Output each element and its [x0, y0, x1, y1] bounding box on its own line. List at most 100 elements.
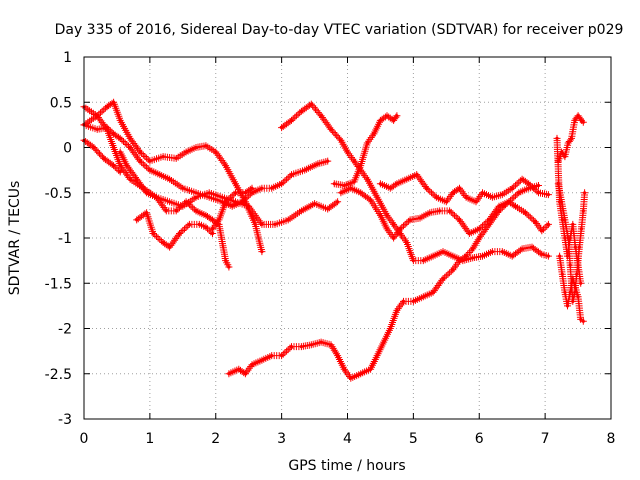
data-point [507, 200, 511, 204]
x-tick-label: 4 [343, 431, 352, 447]
data-point [451, 268, 455, 272]
data-point [365, 177, 369, 181]
data-points [80, 98, 589, 382]
data-point [217, 218, 221, 222]
data-point [280, 354, 284, 358]
data-point [339, 138, 343, 142]
y-tick-label: -1.5 [45, 276, 72, 292]
data-point [392, 236, 396, 240]
chart-title: Day 335 of 2016, Sidereal Day-to-day VTE… [55, 22, 624, 38]
y-tick-label: -2 [58, 322, 72, 338]
data-point [546, 254, 551, 258]
data-point [451, 191, 455, 195]
data-point [497, 209, 501, 213]
data-point [313, 202, 317, 206]
data-point [398, 227, 402, 231]
data-point [154, 195, 159, 199]
data-point [336, 354, 340, 358]
series-track-9 [330, 112, 401, 189]
data-point [565, 304, 570, 308]
data-point [349, 376, 353, 380]
y-tick-label: 0 [63, 141, 72, 157]
data-point [382, 340, 386, 344]
data-point [118, 150, 122, 154]
data-point [184, 200, 188, 204]
data-point [151, 231, 155, 236]
data-point [92, 145, 96, 150]
data-point [194, 145, 198, 150]
data-point [299, 345, 303, 349]
data-point [309, 102, 313, 106]
data-point [558, 254, 562, 258]
data-point [214, 150, 218, 154]
data-point [372, 132, 376, 136]
data-point [240, 200, 244, 204]
data-point [375, 195, 379, 199]
data-point [270, 186, 274, 190]
series-track-3 [80, 98, 266, 256]
data-point [349, 186, 353, 190]
data-point [174, 156, 178, 160]
data-point [352, 180, 356, 184]
data-point [571, 277, 575, 281]
data-point [230, 204, 234, 208]
data-point [233, 182, 238, 186]
data-point [568, 263, 572, 267]
data-point [289, 173, 294, 177]
data-point [577, 245, 582, 249]
data-point [546, 193, 551, 197]
data-point [395, 308, 399, 312]
data-point [336, 200, 340, 204]
data-point [500, 250, 504, 254]
x-tick-label: 6 [475, 431, 484, 447]
data-point [395, 114, 399, 118]
data-point [566, 141, 570, 145]
data-point [273, 222, 277, 226]
data-point [457, 259, 462, 263]
data-point [581, 319, 585, 323]
data-point [243, 191, 247, 195]
data-point [148, 168, 152, 172]
data-point [95, 127, 99, 131]
data-point [105, 105, 109, 109]
data-point [431, 290, 435, 294]
data-point [438, 209, 442, 213]
data-point [411, 299, 415, 303]
data-point [280, 126, 284, 130]
data-point [579, 227, 584, 231]
data-point [568, 290, 572, 294]
data-point [365, 141, 369, 145]
data-point [168, 245, 172, 249]
data-point [563, 236, 567, 240]
data-point [207, 191, 211, 195]
data-point [339, 191, 343, 195]
data-point [568, 236, 572, 240]
data-point [490, 195, 494, 199]
data-point [576, 114, 580, 118]
data-point [563, 155, 567, 159]
x-tick-label: 7 [541, 431, 550, 447]
data-point [158, 173, 162, 177]
data-point [194, 191, 198, 195]
data-point [260, 250, 264, 254]
data-point [299, 109, 303, 113]
data-point [289, 345, 294, 349]
data-point [573, 245, 578, 249]
data-point [319, 114, 323, 118]
data-point [464, 195, 468, 199]
data-point [392, 118, 396, 122]
data-point [441, 250, 445, 254]
data-point [517, 191, 521, 195]
data-point [145, 211, 149, 215]
data-point [135, 218, 139, 222]
data-point [569, 136, 574, 140]
data-point [573, 118, 577, 122]
series-track-6 [133, 209, 216, 251]
data-point [128, 177, 132, 181]
data-point [500, 193, 504, 197]
data-point [174, 209, 178, 213]
data-point [474, 200, 478, 204]
data-point [253, 222, 257, 226]
data-point [289, 118, 294, 122]
